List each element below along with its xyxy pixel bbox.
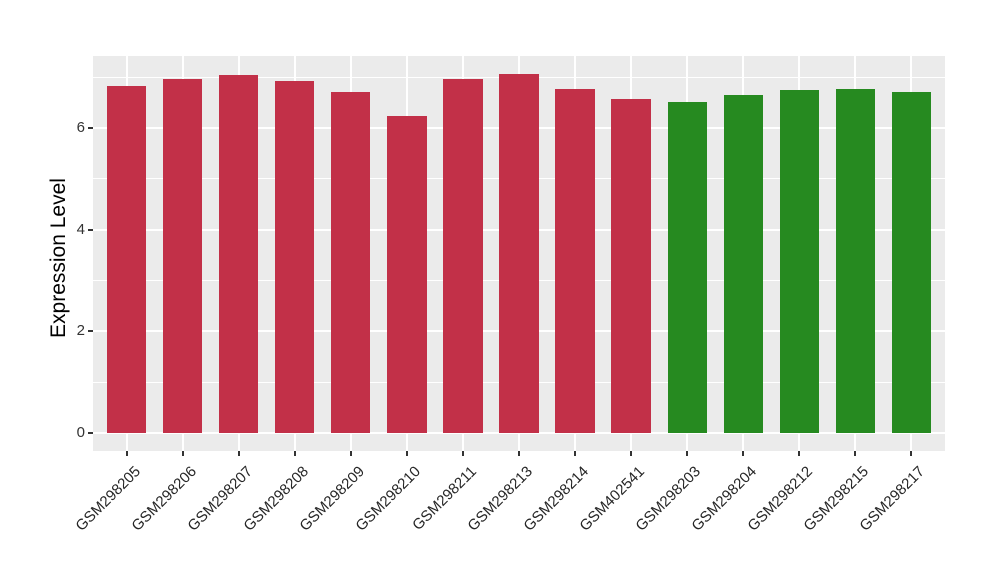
bar <box>835 89 875 433</box>
bar <box>723 94 763 433</box>
plot-panel <box>93 56 945 451</box>
bar <box>219 75 259 433</box>
x-tick-mark <box>237 451 240 456</box>
x-tick-mark <box>574 451 577 456</box>
y-tick-mark <box>88 330 93 333</box>
y-tick-label: 6 <box>76 119 85 137</box>
x-tick-label: GSM298205 <box>72 463 144 535</box>
bar <box>499 74 539 433</box>
x-tick-mark <box>125 451 128 456</box>
bar <box>611 98 651 433</box>
y-tick-label: 4 <box>76 220 85 238</box>
x-tick-mark <box>798 451 801 456</box>
bar <box>275 80 315 433</box>
x-tick-mark <box>405 451 408 456</box>
x-tick-mark <box>461 451 464 456</box>
bar <box>779 89 819 433</box>
bar <box>555 89 595 433</box>
y-tick-mark <box>88 127 93 130</box>
bar <box>163 78 203 433</box>
bar <box>443 78 483 433</box>
bar <box>891 92 931 433</box>
x-tick-mark <box>349 451 352 456</box>
x-tick-mark <box>686 451 689 456</box>
y-tick-mark <box>88 432 93 434</box>
x-tick-mark <box>854 451 857 456</box>
x-tick-mark <box>742 451 745 456</box>
y-tick-mark <box>88 228 93 231</box>
y-tick-label: 2 <box>76 322 85 340</box>
bar <box>331 92 371 433</box>
y-tick-label: 0 <box>76 424 85 441</box>
bar <box>107 85 147 433</box>
x-tick-mark <box>293 451 296 456</box>
bar <box>667 101 707 433</box>
y-axis-title: Expression Level <box>47 178 70 338</box>
x-tick-mark <box>181 451 184 456</box>
x-tick-mark <box>518 451 520 456</box>
x-tick-mark <box>910 451 913 456</box>
x-tick-mark <box>630 451 633 456</box>
bar <box>387 116 427 433</box>
